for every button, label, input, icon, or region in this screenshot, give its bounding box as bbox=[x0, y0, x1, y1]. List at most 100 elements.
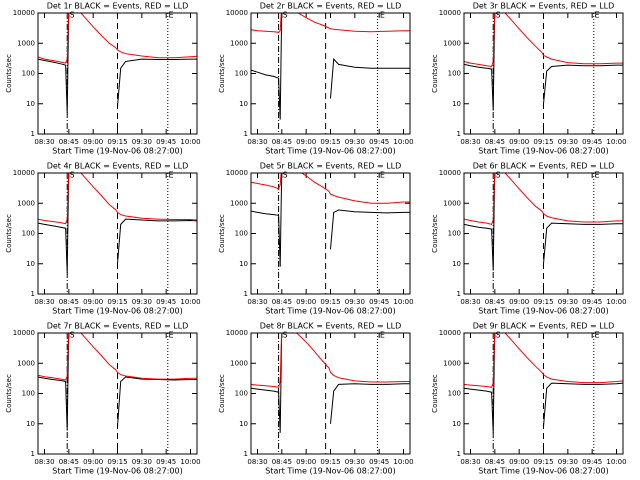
x-axis-label: Start Time (19-Nov-06 08:27:00) bbox=[478, 147, 608, 156]
x-tick-label: 09:15 bbox=[320, 458, 340, 466]
x-tick-label: 08:45 bbox=[272, 458, 292, 466]
y-axis-label: Counts/sec bbox=[431, 214, 439, 253]
annotation: E bbox=[595, 331, 600, 340]
x-tick-label: 09:00 bbox=[83, 138, 103, 146]
y-tick-label: 10000 bbox=[13, 329, 35, 337]
annotation: E bbox=[595, 11, 600, 20]
annotation: E bbox=[380, 11, 385, 20]
y-tick-label: 10000 bbox=[226, 169, 248, 177]
x-tick-label: 08:45 bbox=[485, 138, 505, 146]
x-tick-label: 09:30 bbox=[345, 138, 365, 146]
x-axis-label: Start Time (19-Nov-06 08:27:00) bbox=[265, 467, 395, 476]
x-tick-label: 10:00 bbox=[180, 138, 200, 146]
y-tick-label: 10000 bbox=[439, 169, 461, 177]
x-tick-label: 09:15 bbox=[533, 458, 553, 466]
series-line bbox=[464, 13, 623, 111]
x-tick-label: 10:00 bbox=[180, 298, 200, 306]
x-tick-label: 09:00 bbox=[296, 458, 316, 466]
y-tick-label: 100 bbox=[235, 70, 248, 78]
x-tick-label: 09:45 bbox=[369, 298, 389, 306]
plot-frame bbox=[37, 12, 198, 135]
series-line bbox=[251, 173, 410, 204]
series-line bbox=[251, 13, 410, 120]
y-tick-label: 10000 bbox=[226, 329, 248, 337]
x-tick-label: 08:30 bbox=[460, 138, 480, 146]
annotation: S bbox=[283, 11, 288, 20]
panel: Det 9r BLACK = Events, RED = LLD Start Ti… bbox=[431, 322, 627, 476]
x-tick-label: 08:45 bbox=[59, 458, 79, 466]
panel: Det 1r BLACK = Events, RED = LLD Start Ti… bbox=[5, 2, 201, 156]
series-line bbox=[464, 173, 623, 271]
series-line bbox=[38, 333, 197, 431]
x-tick-label: 09:30 bbox=[132, 138, 152, 146]
panel: Det 6r BLACK = Events, RED = LLD Start Ti… bbox=[431, 162, 627, 316]
y-tick-label: 100 bbox=[22, 70, 35, 78]
y-tick-label: 1000 bbox=[17, 39, 35, 47]
x-tick-label: 09:00 bbox=[509, 458, 529, 466]
plot-frame bbox=[463, 12, 624, 135]
plot-frame bbox=[250, 332, 411, 455]
annotation: S bbox=[70, 171, 75, 180]
series-line bbox=[464, 333, 623, 388]
panel-title: Det 4r BLACK = Events, RED = LLD bbox=[47, 162, 189, 171]
series-line bbox=[251, 333, 410, 388]
x-axis-label: Start Time (19-Nov-06 08:27:00) bbox=[52, 147, 182, 156]
panel: Det 3r BLACK = Events, RED = LLD Start Ti… bbox=[431, 2, 627, 156]
x-tick-label: 10:00 bbox=[180, 458, 200, 466]
annotation: S bbox=[70, 331, 75, 340]
y-tick-label: 10 bbox=[26, 260, 35, 268]
x-tick-label: 09:30 bbox=[132, 298, 152, 306]
x-tick-label: 08:30 bbox=[247, 138, 267, 146]
panel-title: Det 6r BLACK = Events, RED = LLD bbox=[473, 162, 615, 171]
y-tick-label: 1 bbox=[31, 450, 35, 458]
y-tick-label: 10 bbox=[452, 260, 461, 268]
annotation: S bbox=[70, 11, 75, 20]
annotation: E bbox=[169, 171, 174, 180]
y-tick-label: 100 bbox=[235, 230, 248, 238]
y-tick-label: 1000 bbox=[17, 199, 35, 207]
y-tick-label: 10000 bbox=[226, 9, 248, 17]
annotation: S bbox=[496, 171, 501, 180]
panel-title: Det 1r BLACK = Events, RED = LLD bbox=[47, 2, 189, 11]
x-tick-label: 09:30 bbox=[345, 458, 365, 466]
y-tick-label: 1 bbox=[457, 290, 461, 298]
y-tick-label: 1 bbox=[457, 450, 461, 458]
y-axis-label: Counts/sec bbox=[5, 214, 13, 253]
y-tick-label: 10000 bbox=[13, 9, 35, 17]
x-tick-label: 08:45 bbox=[485, 298, 505, 306]
x-tick-label: 09:45 bbox=[156, 458, 176, 466]
y-axis-label: Counts/sec bbox=[218, 54, 226, 93]
x-tick-label: 09:45 bbox=[582, 458, 602, 466]
series-line bbox=[464, 173, 623, 226]
plot-frame bbox=[250, 12, 411, 135]
series-line bbox=[38, 13, 197, 113]
x-tick-label: 09:00 bbox=[296, 298, 316, 306]
x-tick-label: 09:30 bbox=[345, 298, 365, 306]
y-tick-label: 1 bbox=[244, 130, 248, 138]
x-tick-label: 09:15 bbox=[107, 298, 127, 306]
panel-title: Det 2r BLACK = Events, RED = LLD bbox=[260, 2, 402, 11]
y-tick-label: 1000 bbox=[230, 359, 248, 367]
y-tick-label: 1 bbox=[244, 450, 248, 458]
x-tick-label: 10:00 bbox=[393, 298, 413, 306]
x-tick-label: 09:15 bbox=[533, 298, 553, 306]
annotation: E bbox=[380, 171, 385, 180]
panel: Det 5r BLACK = Events, RED = LLD Start Ti… bbox=[218, 162, 414, 316]
x-tick-label: 09:15 bbox=[320, 298, 340, 306]
y-tick-label: 100 bbox=[22, 230, 35, 238]
x-tick-label: 09:45 bbox=[156, 138, 176, 146]
y-tick-label: 100 bbox=[448, 70, 461, 78]
x-tick-label: 09:00 bbox=[509, 138, 529, 146]
x-tick-label: 08:30 bbox=[247, 298, 267, 306]
y-tick-label: 10 bbox=[452, 420, 461, 428]
x-tick-label: 09:00 bbox=[83, 298, 103, 306]
x-tick-label: 08:30 bbox=[34, 138, 54, 146]
plot-frame bbox=[37, 172, 198, 295]
series-line bbox=[38, 173, 197, 225]
x-tick-label: 08:45 bbox=[485, 458, 505, 466]
y-tick-label: 1000 bbox=[443, 39, 461, 47]
y-tick-label: 1 bbox=[31, 130, 35, 138]
x-tick-label: 09:00 bbox=[83, 458, 103, 466]
y-tick-label: 100 bbox=[448, 230, 461, 238]
x-axis-label: Start Time (19-Nov-06 08:27:00) bbox=[478, 467, 608, 476]
